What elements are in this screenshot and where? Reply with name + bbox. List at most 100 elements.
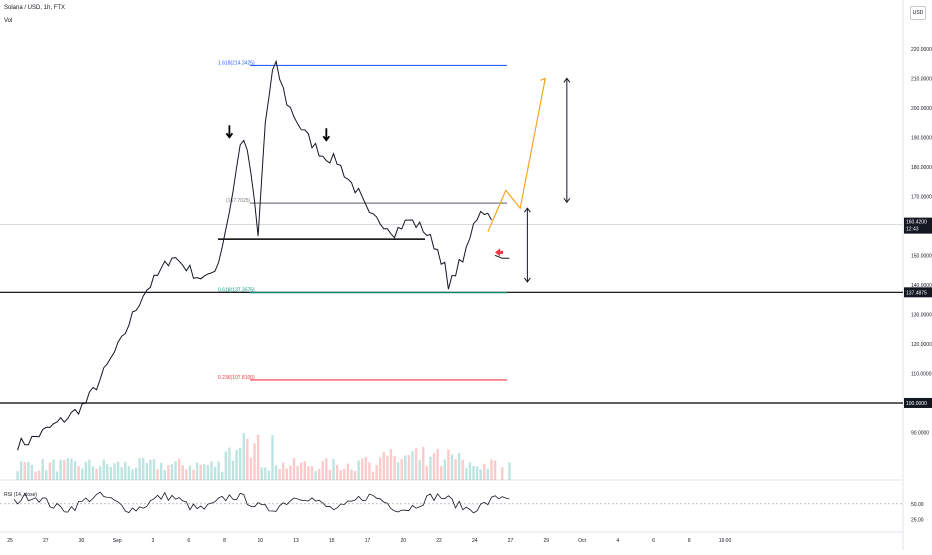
volume-bar bbox=[472, 465, 475, 480]
volume-bar bbox=[109, 467, 113, 480]
volume-bar bbox=[70, 458, 73, 480]
volume-bar bbox=[199, 464, 202, 480]
fib-level-label: (167.7025) bbox=[226, 198, 251, 204]
time-tick-label: 17 bbox=[365, 538, 371, 544]
volume-bar bbox=[465, 468, 468, 480]
time-tick-label: 3 bbox=[152, 538, 155, 544]
volume-bar bbox=[450, 454, 454, 480]
time-tick-label: Oct bbox=[578, 538, 586, 544]
price-tick-label: 220.0000 bbox=[911, 47, 932, 53]
volume-bar bbox=[37, 470, 41, 480]
volume-bar bbox=[156, 469, 159, 480]
volume-bar bbox=[113, 463, 116, 480]
rsi-tick-label: 50.00 bbox=[911, 502, 924, 508]
volume-bar bbox=[63, 459, 66, 480]
volume-bar bbox=[253, 443, 256, 480]
volume-bar bbox=[454, 459, 457, 480]
volume-bar bbox=[429, 456, 432, 480]
down-arrow-icon bbox=[225, 125, 234, 139]
red-arrow-icon bbox=[495, 248, 504, 257]
volume-bar bbox=[493, 460, 497, 480]
volume-bar bbox=[479, 469, 482, 480]
volume-bar bbox=[246, 438, 249, 480]
volume-bar bbox=[23, 462, 26, 480]
volume-bar bbox=[361, 458, 364, 480]
time-tick-label: 20 bbox=[400, 538, 406, 544]
time-tick-label: 8 bbox=[223, 538, 226, 544]
volume-bar bbox=[486, 468, 490, 480]
volume-bar bbox=[328, 469, 332, 480]
price-tick-label: 130.0000 bbox=[911, 312, 932, 318]
volume-bar bbox=[19, 461, 23, 480]
volume-bar bbox=[307, 466, 310, 480]
volume-bar bbox=[167, 465, 170, 480]
price-tick-label: 120.0000 bbox=[911, 342, 932, 348]
volume-bar bbox=[88, 459, 91, 480]
horizontal-line-price-label: 137.4875 bbox=[906, 290, 927, 296]
volume-bar bbox=[267, 470, 271, 480]
volume-bar bbox=[300, 462, 303, 480]
time-tick-label: 6 bbox=[652, 538, 655, 544]
volume-bar bbox=[404, 455, 407, 480]
volume-bar bbox=[414, 448, 418, 480]
volume-bar bbox=[357, 460, 360, 480]
volume-bar bbox=[321, 460, 324, 480]
volume-bar bbox=[461, 459, 464, 480]
time-tick-label: 27 bbox=[43, 538, 49, 544]
volume-bar bbox=[228, 447, 231, 480]
time-tick-label: 24 bbox=[472, 538, 478, 544]
volume-bar bbox=[48, 462, 52, 480]
price-tick-label: 90.0000 bbox=[911, 430, 929, 436]
volume-bar bbox=[443, 459, 446, 480]
volume-bar bbox=[242, 433, 245, 480]
volume-bar bbox=[303, 461, 306, 480]
volume-bar bbox=[364, 457, 368, 480]
symbol-title: Solana / USD, 1h, FTX bbox=[4, 5, 66, 11]
down-arrow-icon bbox=[322, 128, 331, 142]
volume-bar bbox=[346, 463, 350, 480]
volume-bar bbox=[314, 471, 317, 480]
volume-bar bbox=[274, 465, 278, 480]
volume-bar bbox=[59, 459, 62, 480]
volume-bar bbox=[41, 459, 44, 480]
currency-button[interactable]: USD bbox=[910, 6, 926, 20]
volume-bar bbox=[188, 465, 192, 480]
volume-bar bbox=[411, 451, 414, 480]
price-series-line bbox=[17, 59, 492, 451]
horizontal-line-price-label: 100.0000 bbox=[906, 401, 927, 407]
volume-bar bbox=[192, 469, 195, 480]
volume-bar bbox=[475, 466, 479, 480]
volume-bar bbox=[106, 464, 109, 480]
volume-bar bbox=[289, 465, 292, 480]
volume-bar bbox=[45, 470, 48, 480]
volume-bar bbox=[325, 458, 328, 480]
volume-bar bbox=[181, 465, 184, 480]
volume-bar bbox=[396, 462, 400, 480]
volume-bar bbox=[174, 461, 177, 480]
volume-bar bbox=[145, 463, 149, 480]
volume-bar bbox=[98, 466, 102, 480]
price-series-line bbox=[494, 254, 510, 259]
rsi-line bbox=[13, 491, 510, 514]
current-price-tag bbox=[904, 217, 932, 234]
fib-level-label: 0.236(107.8100) bbox=[218, 375, 255, 381]
volume-bar bbox=[138, 458, 141, 480]
rsi-tick-label: 25.00 bbox=[911, 518, 924, 524]
volume-bar bbox=[418, 460, 421, 480]
volume-bar bbox=[282, 462, 285, 480]
volume-bar bbox=[292, 458, 296, 480]
volume-bar bbox=[332, 459, 335, 480]
volume-bar bbox=[285, 468, 289, 480]
volume-bar bbox=[224, 451, 228, 480]
volume-bar bbox=[432, 453, 436, 480]
volume-bar bbox=[393, 455, 396, 480]
price-tick-label: 150.0000 bbox=[911, 253, 932, 259]
volume-bar bbox=[264, 467, 267, 480]
volume-bar bbox=[483, 463, 486, 480]
horizontal-line-price-tag bbox=[904, 397, 932, 408]
volume-bar bbox=[386, 455, 389, 480]
volume-bar bbox=[16, 471, 19, 480]
volume-bar bbox=[159, 462, 163, 480]
fib-level-label: 0.618(137.3575) bbox=[218, 288, 255, 294]
volume-bar bbox=[457, 453, 461, 480]
